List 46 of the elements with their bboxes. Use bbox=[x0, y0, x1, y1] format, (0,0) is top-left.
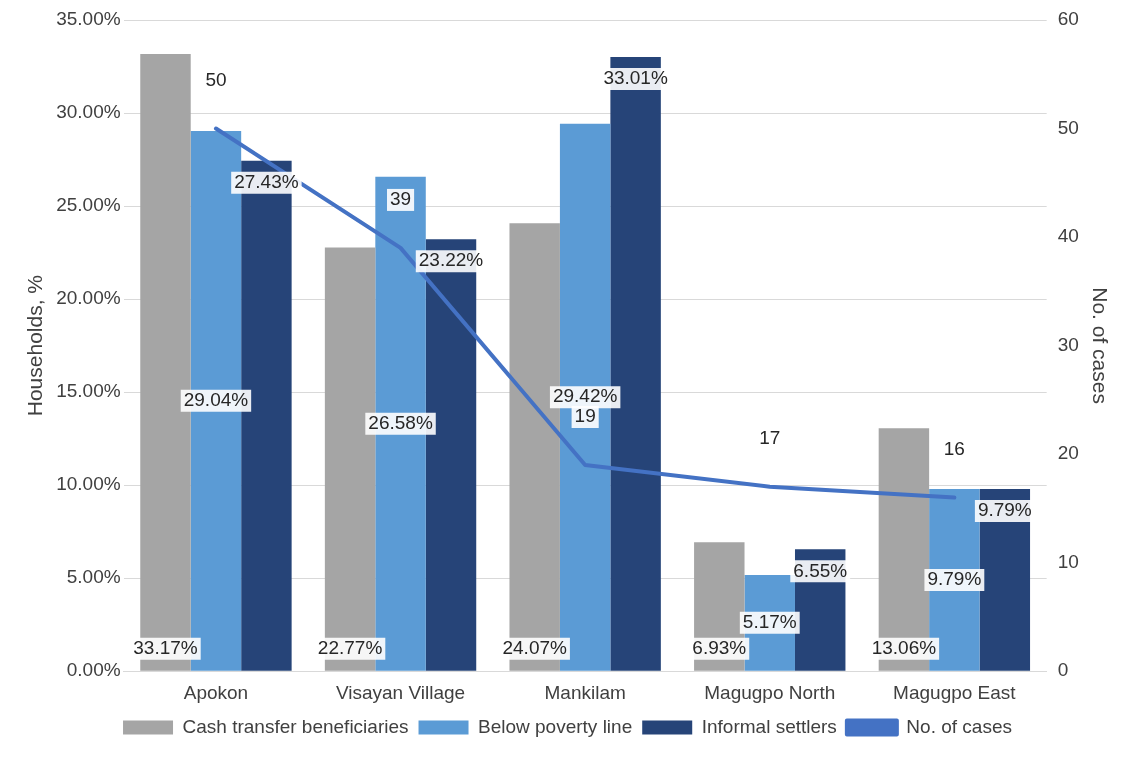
y-tick-label: 35.00% bbox=[56, 8, 121, 30]
y-tick-label: 15.00% bbox=[56, 380, 121, 402]
y2-tick-label: 60 bbox=[1057, 8, 1079, 30]
x-tick-label: Visayan Village bbox=[335, 681, 466, 703]
data-label: 24.07% bbox=[502, 636, 568, 658]
legend-label: Informal settlers bbox=[701, 715, 837, 737]
legend-label: No. of cases bbox=[906, 715, 1012, 737]
x-tick-label: Magugpo East bbox=[893, 681, 1017, 703]
data-label: 29.04% bbox=[183, 389, 249, 411]
y-tick-label: 10.00% bbox=[56, 473, 121, 495]
data-label: 33.17% bbox=[133, 636, 198, 658]
y-tick-label: 0.00% bbox=[66, 659, 121, 681]
x-tick-label: Magugpo North bbox=[704, 681, 836, 703]
legend-label: Below poverty line bbox=[478, 715, 633, 737]
y-tick-label: 25.00% bbox=[56, 194, 121, 216]
y2-tick-label: 30 bbox=[1057, 333, 1079, 355]
data-label: 23.22% bbox=[418, 249, 484, 271]
y2-tick-label: 0 bbox=[1057, 659, 1069, 681]
data-label: 22.77% bbox=[317, 636, 383, 658]
y-tick-label: 20.00% bbox=[56, 287, 121, 309]
data-label: 17 bbox=[759, 426, 781, 448]
y-axis-title: Households, % bbox=[23, 274, 47, 417]
data-label: 19 bbox=[574, 405, 596, 427]
data-label: 6.93% bbox=[692, 636, 747, 658]
y2-tick-label: 40 bbox=[1057, 225, 1079, 247]
y2-tick-label: 20 bbox=[1057, 442, 1079, 464]
y-tick-label: 5.00% bbox=[66, 566, 121, 588]
data-label: 5.17% bbox=[742, 611, 797, 633]
data-label: 33.01% bbox=[603, 67, 668, 89]
y-tick-label: 30.00% bbox=[56, 101, 121, 123]
data-label: 6.55% bbox=[793, 559, 848, 581]
x-tick-label: Apokon bbox=[183, 681, 249, 703]
data-label: 29.42% bbox=[552, 385, 618, 407]
data-label: 39 bbox=[389, 188, 412, 210]
data-label: 50 bbox=[205, 68, 227, 90]
data-label: 16 bbox=[943, 437, 965, 459]
legend-label: Cash transfer beneficiaries bbox=[182, 715, 409, 737]
data-label: 9.79% bbox=[977, 499, 1032, 521]
x-tick-label: Mankilam bbox=[544, 681, 626, 703]
y2-tick-label: 10 bbox=[1057, 550, 1079, 572]
data-label: 26.58% bbox=[368, 411, 433, 433]
data-label: 9.79% bbox=[927, 568, 982, 590]
y2-tick-label: 50 bbox=[1057, 116, 1079, 138]
y2-axis-title: No. of cases bbox=[1088, 287, 1112, 404]
data-label: 27.43% bbox=[234, 171, 299, 193]
data-label: 13.06% bbox=[871, 636, 937, 658]
